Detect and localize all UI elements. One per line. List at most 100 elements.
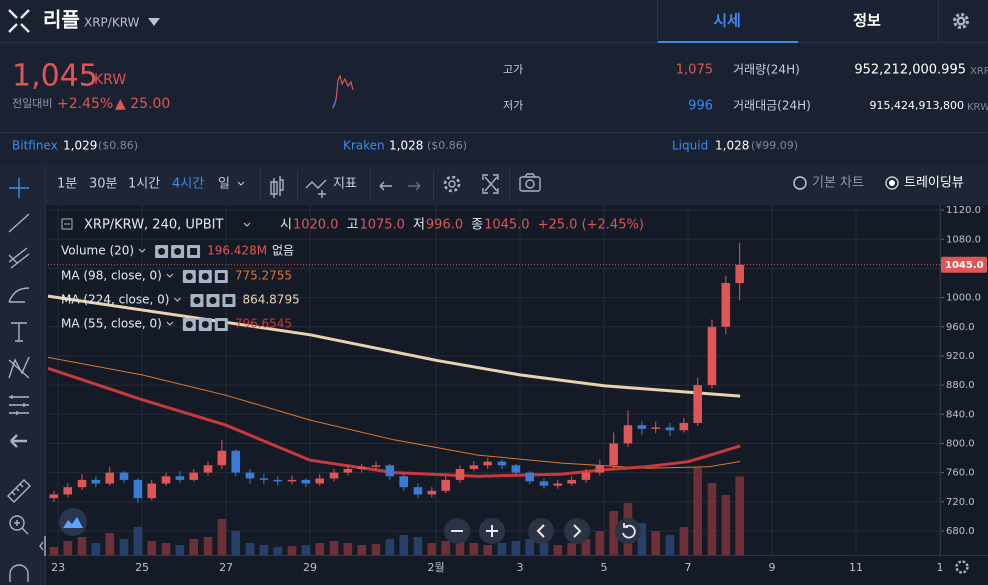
redo-icon[interactable] <box>408 181 421 191</box>
volume-bar <box>231 531 241 555</box>
candle-body <box>273 479 283 482</box>
collapse-box[interactable] <box>61 218 73 230</box>
text-tool[interactable] <box>11 322 27 342</box>
candle-body <box>637 425 647 429</box>
volume-bar <box>315 543 325 555</box>
pattern-tool[interactable] <box>8 356 30 379</box>
candle-body <box>735 264 744 284</box>
candle-body <box>441 479 451 491</box>
x-tick-label: 23 <box>51 561 65 574</box>
tab[interactable]: 정보 <box>853 12 881 30</box>
interval-button[interactable]: 1시간 <box>128 177 160 192</box>
candle-body <box>567 479 576 484</box>
dropdown-arrow[interactable] <box>243 222 251 227</box>
reset-icon <box>622 523 636 539</box>
interval-button[interactable]: 30분 <box>89 177 118 192</box>
candle-body <box>133 479 143 499</box>
dropdown-arrow[interactable] <box>237 181 245 186</box>
volume-bar <box>203 537 213 555</box>
indicator-value: 864.8795 <box>242 293 299 307</box>
undo-icon[interactable] <box>379 181 392 191</box>
dropdown-arrow[interactable] <box>166 273 174 278</box>
dropdown-arrow[interactable] <box>174 297 181 302</box>
sparkline <box>332 99 337 109</box>
exchange-name[interactable]: Kraken <box>343 139 385 153</box>
indicator-value: 196.428M <box>207 244 267 258</box>
volume-bar <box>343 543 353 555</box>
price-unit: KRW <box>94 72 126 88</box>
reset-button[interactable] <box>615 518 641 544</box>
dropdown-arrow[interactable] <box>148 18 160 26</box>
change-pct: +2.45% <box>57 96 113 112</box>
chart-mode-group: 기본 차트 트레이딩뷰 <box>793 176 964 191</box>
volume-bar <box>273 547 283 555</box>
exchange-name[interactable]: Liquid <box>672 139 708 153</box>
gear <box>448 180 456 188</box>
volume-bar <box>77 537 87 555</box>
interval-button[interactable]: 일 <box>218 177 230 192</box>
scroll-left-button[interactable] <box>528 518 554 544</box>
magnet-tool[interactable] <box>9 564 29 582</box>
logo-button[interactable] <box>59 508 87 536</box>
candle-icon[interactable] <box>270 176 284 198</box>
chart-settings-icon[interactable] <box>443 175 461 193</box>
remove-glyph <box>217 321 225 328</box>
chart-mode[interactable]: 트레이딩뷰 <box>904 176 964 191</box>
y-tick-label: 760.0 <box>946 468 975 479</box>
chart-mode[interactable]: 기본 차트 <box>812 176 864 191</box>
crosshair-tool[interactable] <box>9 178 29 198</box>
price: 1,045 <box>12 59 98 94</box>
brush-tool[interactable] <box>8 287 30 303</box>
volume-bar <box>49 547 59 555</box>
candle-body <box>217 450 227 466</box>
indicator-button[interactable]: 지표 <box>333 177 357 192</box>
fullscreen-icon[interactable] <box>482 174 499 194</box>
candle-body <box>651 427 660 429</box>
last-price-box <box>941 256 987 273</box>
zoom-tool[interactable] <box>14 520 29 535</box>
volume-bar <box>609 511 618 555</box>
snapshot-icon[interactable] <box>519 173 541 192</box>
candle-body <box>287 479 297 482</box>
exchange-ref: (¥99.09) <box>751 139 798 152</box>
interval-button[interactable]: 1분 <box>57 177 77 192</box>
scroll-right-button[interactable] <box>564 518 590 544</box>
eye-glyph <box>158 248 166 255</box>
fib-tool[interactable] <box>9 395 29 415</box>
last-price-label: 1045.0 <box>945 260 984 271</box>
candle-body <box>595 465 605 473</box>
tab[interactable]: 시세 <box>713 12 741 30</box>
zoom-tool[interactable] <box>9 515 25 531</box>
line-tool[interactable] <box>8 213 30 233</box>
back-tool[interactable] <box>10 434 27 448</box>
dropdown-arrow[interactable] <box>166 321 174 326</box>
volume-unit: KRW <box>967 102 988 113</box>
volume-bar <box>259 545 269 555</box>
collapse-tab[interactable] <box>39 536 46 556</box>
candle-body <box>301 479 311 484</box>
sparkline <box>332 74 354 109</box>
chevron <box>536 524 545 538</box>
radio[interactable] <box>793 176 807 190</box>
interval-button[interactable]: 4시간 <box>172 177 204 192</box>
candle-body <box>721 283 731 327</box>
x-tick-label: 7 <box>685 561 692 574</box>
ruler-tool[interactable] <box>7 479 31 503</box>
x-tick-label: 25 <box>135 561 149 574</box>
settings-icon[interactable] <box>953 13 969 29</box>
volume-bar <box>469 543 479 555</box>
radio[interactable] <box>885 176 899 190</box>
candle-body <box>427 490 437 495</box>
channel-tool[interactable] <box>8 247 30 269</box>
exchange-name[interactable]: Bitfinex <box>12 139 58 153</box>
axis-settings[interactable] <box>955 560 969 574</box>
y-tick-label: 720.0 <box>946 497 975 508</box>
candle-body <box>665 427 675 431</box>
drawing-toolbar <box>0 165 45 585</box>
dropdown-arrow[interactable] <box>138 248 146 253</box>
volume-bar <box>483 545 492 555</box>
indicator-icon[interactable] <box>305 179 327 198</box>
y-tick-label: 1120.0 <box>946 205 981 216</box>
